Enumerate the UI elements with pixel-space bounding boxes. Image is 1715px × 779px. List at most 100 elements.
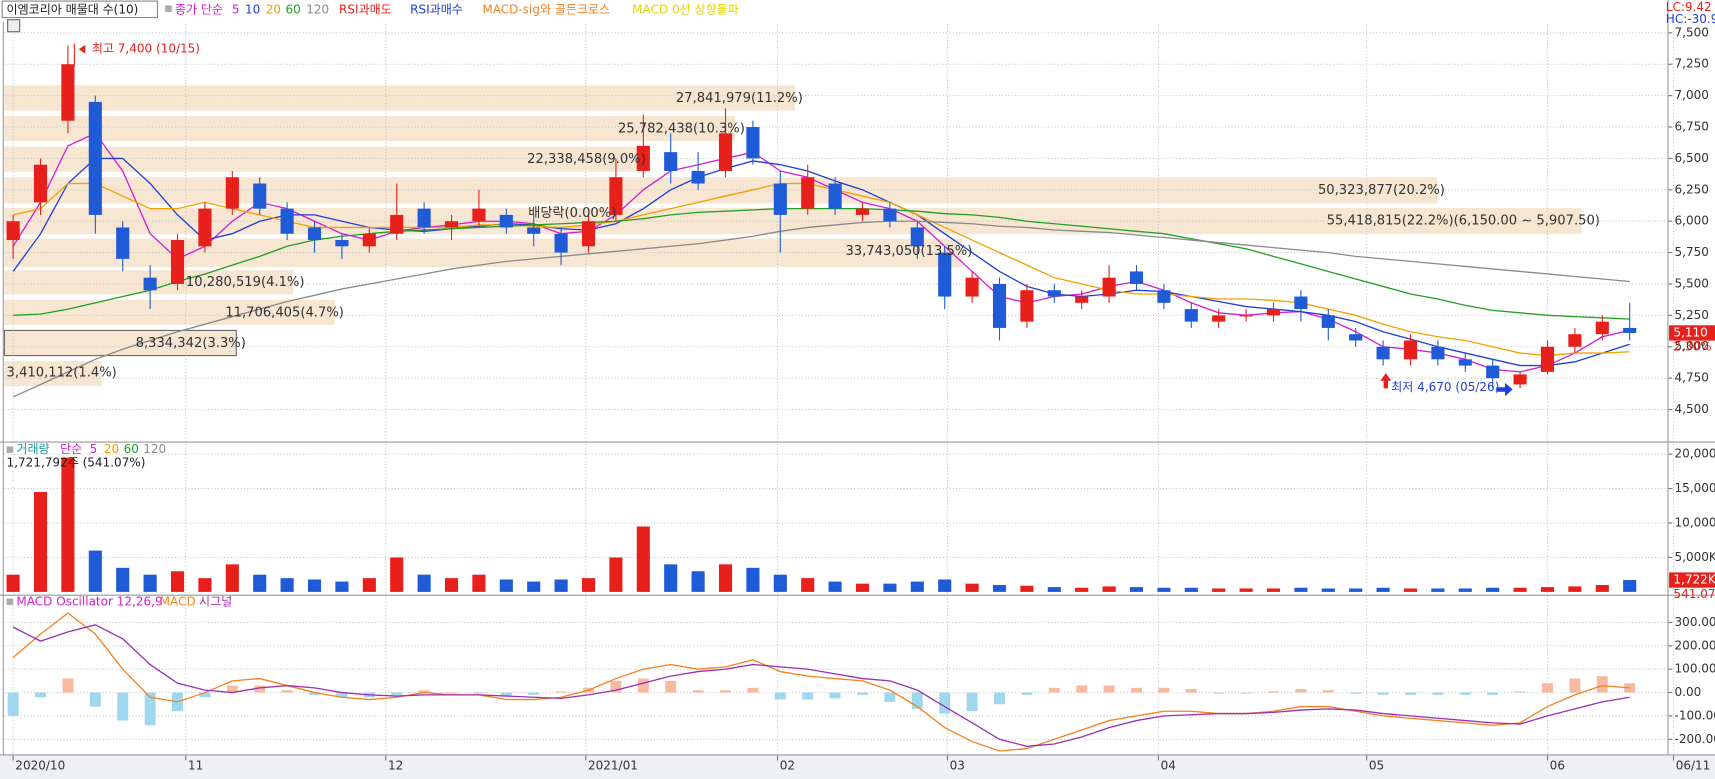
bar (1158, 687, 1170, 693)
bar (1075, 587, 1089, 592)
bar (1266, 588, 1281, 592)
bar (1623, 580, 1637, 592)
candle-body (253, 183, 267, 209)
profile-label: 8,334,342(3.3%) (136, 336, 246, 351)
candle-body (1239, 315, 1253, 317)
bar (1103, 685, 1115, 693)
bar (1376, 587, 1390, 592)
legend-entry: 5 (90, 442, 98, 456)
lc-label: LC:9.42 (1666, 0, 1712, 14)
y-tick-label: 6,500 (1675, 151, 1709, 165)
bar (746, 567, 760, 592)
candle-body (280, 208, 294, 234)
bar (61, 457, 75, 592)
low-arrow (1496, 382, 1513, 397)
bar (390, 557, 404, 592)
candle-body (198, 208, 212, 247)
bar (254, 685, 266, 693)
candle-body (1020, 290, 1034, 322)
y-tick-label: 5,000 (1675, 339, 1709, 353)
bar (581, 578, 596, 592)
panel-borders (0, 0, 1715, 756)
bar (1212, 588, 1226, 592)
bar (6, 574, 20, 592)
y-tick-label: 10,000K (1675, 516, 1715, 530)
bar (965, 583, 979, 592)
bar (1294, 587, 1308, 592)
bar (335, 581, 349, 592)
candle-body (1513, 374, 1527, 385)
bar (1569, 678, 1581, 693)
bar (1568, 586, 1582, 592)
bar (199, 692, 211, 698)
candle-body (609, 177, 623, 215)
profile-labels: 27,841,979(11.2%) 25,782,438(10.3%) 22,3… (7, 91, 1600, 381)
bar (1129, 587, 1144, 592)
bar (307, 579, 322, 592)
indicator-line (12, 612, 1630, 752)
bar (1403, 588, 1418, 592)
y-tick-label: 15,000K (1675, 481, 1715, 495)
low-label: 최저 4,670 (05/26) (1391, 380, 1499, 394)
candle-body (1349, 334, 1363, 341)
bar (994, 692, 1005, 705)
x-tick-label: 04 (1161, 758, 1176, 772)
legend-entry: 120 (306, 2, 329, 16)
bar (1514, 691, 1526, 693)
candle-body (1321, 315, 1335, 328)
candle-body (1266, 309, 1281, 316)
legend-entry: 20 (266, 2, 281, 16)
x-tick-label: 12 (388, 758, 403, 772)
candle-body (801, 177, 815, 209)
volume-header: 1,721,792주 (541.07%) (7, 455, 146, 469)
legend-entry: 시그널 (199, 594, 232, 608)
signal-legend: MACD 0선 상향돌파 (632, 2, 739, 16)
candle-body (225, 177, 239, 209)
x-tick-label: 05 (1369, 758, 1384, 772)
bar (910, 581, 924, 592)
bar (444, 578, 459, 592)
candle-body (1212, 315, 1226, 322)
profile-box (4, 85, 796, 111)
bar (1513, 587, 1527, 592)
candle-body (938, 252, 952, 297)
high-label: 최고 7,400 (10/15) (92, 42, 200, 56)
price-tag (1669, 325, 1715, 341)
bar (170, 571, 185, 592)
candle-body (691, 170, 705, 184)
bar (1240, 692, 1252, 694)
legend-marker (165, 5, 172, 13)
y-tick-label: 7,500 (1675, 25, 1709, 39)
candle-body (6, 221, 20, 241)
bar (225, 564, 239, 592)
bar (1458, 588, 1472, 592)
legend-entry: 5 (232, 2, 240, 16)
tool-icon (7, 19, 21, 33)
y-tick-label: -100.00 (1675, 708, 1715, 722)
indicator-line (12, 624, 1630, 747)
y-tick-label: 7,000 (1675, 88, 1709, 102)
legend-entry: MACD (160, 594, 196, 608)
profile-box (3, 329, 237, 357)
y-tick-label: 5,500 (1675, 276, 1709, 290)
bar (1213, 692, 1225, 694)
bar (1239, 588, 1253, 592)
candle-body (828, 183, 842, 209)
bar (336, 692, 348, 698)
bar (938, 579, 952, 592)
bar (500, 692, 512, 697)
change-tag-label: 2.30% (1673, 340, 1711, 354)
bar (417, 574, 431, 592)
title-box (1, 0, 159, 19)
candle-body (773, 183, 787, 215)
y-tick-label: 5,750 (1675, 245, 1709, 259)
header: 이엠코리아 매물대 수(10) 종가 단순 RSI과매도 RSI과매수 MACD… (1, 0, 1715, 33)
bar (1459, 692, 1471, 695)
x-tick-label: 11 (188, 758, 203, 772)
bar (636, 526, 650, 592)
bar (446, 692, 457, 694)
legends: 5 10 20 60 120 거래량 단순 5 20 60 120 MACD Oscillator 1… (6, 2, 329, 608)
bar (1268, 691, 1279, 693)
profile-label: 50,323,877(20.2%) (1318, 183, 1445, 198)
profile-label: 3,410,112(1.4%) (7, 366, 117, 381)
